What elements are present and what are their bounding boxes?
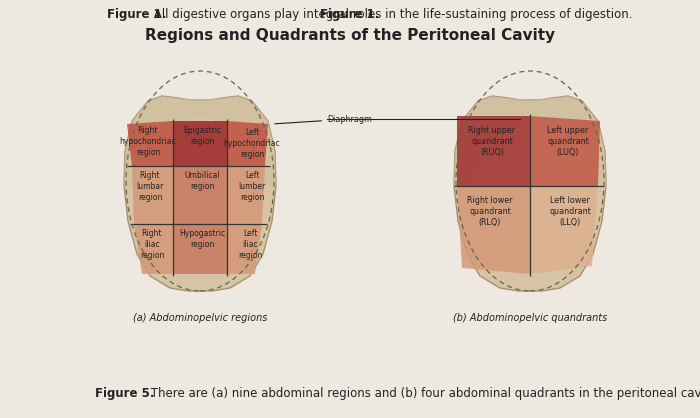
Text: Figure 1.: Figure 1. bbox=[107, 8, 167, 21]
Text: All digestive organs play integral roles in the life-sustaining process of diges: All digestive organs play integral roles… bbox=[150, 8, 633, 21]
Polygon shape bbox=[457, 186, 530, 274]
Text: Figure 5.: Figure 5. bbox=[95, 387, 155, 400]
Text: (a) Abdominopelvic regions: (a) Abdominopelvic regions bbox=[133, 313, 267, 323]
Text: Figure 1.: Figure 1. bbox=[321, 8, 379, 21]
Text: Right
iliac
region: Right iliac region bbox=[140, 229, 164, 260]
Text: Left upper
quandrant
(LUQ): Left upper quandrant (LUQ) bbox=[547, 126, 589, 157]
Polygon shape bbox=[530, 116, 600, 186]
Text: Right
lumbar
region: Right lumbar region bbox=[136, 171, 164, 202]
Text: Left
lumber
region: Left lumber region bbox=[239, 171, 265, 202]
Polygon shape bbox=[454, 96, 606, 291]
Text: There are (a) nine abdominal regions and (b) four abdominal quadrants in the per: There are (a) nine abdominal regions and… bbox=[147, 387, 700, 400]
Text: Hypogastric
region: Hypogastric region bbox=[179, 229, 225, 249]
Text: Right lower
quandrant
(RLQ): Right lower quandrant (RLQ) bbox=[467, 196, 513, 227]
Polygon shape bbox=[134, 224, 173, 274]
Polygon shape bbox=[530, 186, 598, 274]
Polygon shape bbox=[124, 96, 276, 291]
Polygon shape bbox=[457, 116, 530, 186]
Text: Diaphragm: Diaphragm bbox=[275, 115, 372, 124]
Polygon shape bbox=[173, 121, 227, 166]
Polygon shape bbox=[132, 166, 173, 224]
Polygon shape bbox=[227, 224, 262, 274]
Polygon shape bbox=[127, 121, 173, 166]
Text: Left
hypochondriac
region: Left hypochondriac region bbox=[224, 128, 280, 159]
Polygon shape bbox=[124, 96, 276, 186]
Polygon shape bbox=[227, 121, 268, 166]
Text: (b) Abdominopelvic quandrants: (b) Abdominopelvic quandrants bbox=[453, 313, 607, 323]
Polygon shape bbox=[454, 96, 606, 186]
Text: Epigastric
region: Epigastric region bbox=[183, 126, 221, 146]
Text: Umbilical
region: Umbilical region bbox=[184, 171, 220, 191]
Text: Right
hypochondriac
region: Right hypochondriac region bbox=[120, 126, 176, 157]
Text: Regions and Quadrants of the Peritoneal Cavity: Regions and Quadrants of the Peritoneal … bbox=[145, 28, 555, 43]
Text: Left
iliac
region: Left iliac region bbox=[238, 229, 262, 260]
Text: Right upper
quandrant
(RUQ): Right upper quandrant (RUQ) bbox=[468, 126, 516, 157]
Text: Left lower
quandrant
(LLQ): Left lower quandrant (LLQ) bbox=[549, 196, 591, 227]
Polygon shape bbox=[173, 224, 227, 274]
Polygon shape bbox=[227, 166, 265, 224]
Polygon shape bbox=[173, 166, 227, 224]
